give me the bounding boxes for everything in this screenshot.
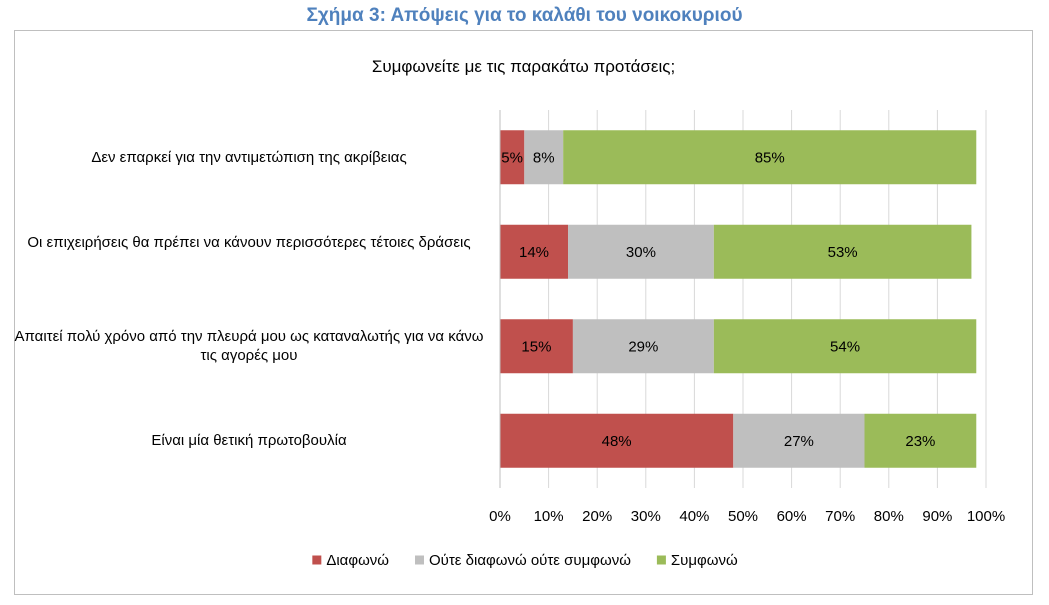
bar-segment <box>733 413 865 468</box>
data-label: 15% <box>521 338 551 355</box>
legend-swatch <box>415 555 425 565</box>
chart-frame <box>14 30 1033 595</box>
bar-segment <box>500 319 573 374</box>
x-tick-label: 80% <box>874 508 904 525</box>
bar-segment <box>568 224 714 279</box>
x-tick-label: 50% <box>728 508 758 525</box>
legend-swatch <box>312 555 322 565</box>
data-label: 8% <box>533 149 555 166</box>
bar-segment <box>500 413 734 468</box>
chart-title: Συμφωνείτε με τις παρακάτω προτάσεις; <box>371 57 676 76</box>
data-label: 54% <box>830 338 860 355</box>
x-tick-label: 0% <box>489 508 511 525</box>
bar-segment <box>713 319 977 374</box>
figure-title: Σχήμα 3: Απόψεις για το καλάθι του νοικο… <box>306 5 743 26</box>
bar-segment <box>500 130 525 185</box>
category-label: Οι επιχειρήσεις θα πρέπει να κάνουν περι… <box>27 233 471 251</box>
x-tick-label: 60% <box>777 508 807 525</box>
x-tick-label: 90% <box>922 508 952 525</box>
bar-segment <box>864 413 977 468</box>
x-tick-label: 30% <box>631 508 661 525</box>
legend-label: Συμφωνώ <box>671 552 738 569</box>
bar-segment <box>713 224 972 279</box>
data-label: 30% <box>626 244 656 261</box>
bar-segment <box>500 224 569 279</box>
data-label: 53% <box>828 244 858 261</box>
x-tick-label: 70% <box>825 508 855 525</box>
data-label: 85% <box>755 149 785 166</box>
data-label: 48% <box>602 433 632 450</box>
data-label: 14% <box>519 244 549 261</box>
category-label: Δεν επαρκεί για την αντιμετώπιση της ακρ… <box>91 148 407 166</box>
data-label: 23% <box>905 433 935 450</box>
bar-segment <box>563 130 977 185</box>
x-tick-label: 100% <box>967 508 1005 525</box>
legend-swatch <box>656 555 666 565</box>
legend-label: Διαφωνώ <box>326 552 389 569</box>
category-label: Απαιτεί πολύ χρόνο από την πλευρά μου ως… <box>14 328 484 365</box>
data-label: 5% <box>501 149 523 166</box>
x-tick-label: 40% <box>679 508 709 525</box>
data-label: 27% <box>784 433 814 450</box>
x-tick-label: 20% <box>582 508 612 525</box>
bar-segment <box>572 319 714 374</box>
x-tick-label: 10% <box>534 508 564 525</box>
category-label: Είναι μία θετική πρωτοβουλία <box>151 432 347 450</box>
data-label: 29% <box>628 338 658 355</box>
bar-segment <box>524 130 564 185</box>
legend-label: Ούτε διαφωνώ ούτε συμφωνώ <box>429 552 631 569</box>
